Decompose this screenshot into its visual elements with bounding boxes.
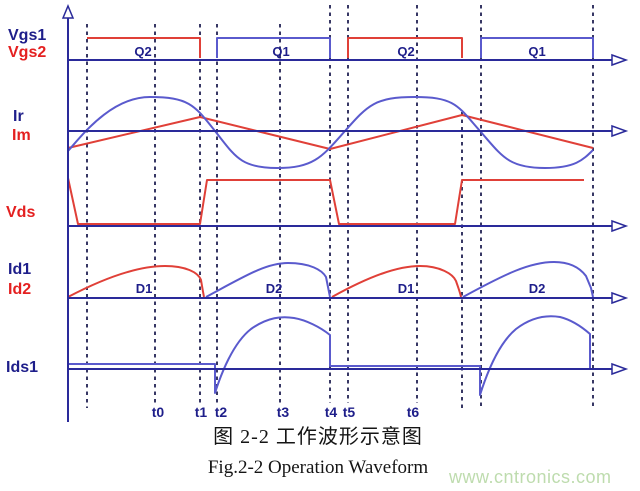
ir-im-axis-arrow-icon xyxy=(611,124,629,138)
figure-caption-english: Fig.2-2 Operation Waveform xyxy=(207,457,429,478)
row-label-im: Im xyxy=(12,127,31,144)
watermark-link[interactable]: www.cntronics.com xyxy=(449,467,612,487)
row-label-id2: Id2 xyxy=(8,281,31,298)
time-label-t1: t1 xyxy=(195,404,208,420)
ids1-axis-arrow-icon xyxy=(611,362,629,376)
id1-waveform xyxy=(205,261,594,298)
ir-waveform xyxy=(67,96,594,169)
id-axis-arrow-icon xyxy=(611,291,629,305)
interval-label-d1: D1 xyxy=(136,281,153,296)
row-label-vgs2: Vgs2 xyxy=(8,44,46,61)
figure-caption-chinese: 图 2-2 工作波形示意图 xyxy=(213,426,423,448)
vertical-axis-arrow-icon xyxy=(61,4,75,19)
interval-label-q1: Q1 xyxy=(528,44,545,59)
vds-axis-arrow-icon xyxy=(611,219,629,233)
time-label-t0: t0 xyxy=(152,404,165,420)
time-label-t5: t5 xyxy=(343,404,356,420)
time-label-t6: t6 xyxy=(407,404,420,420)
ids1-waveform xyxy=(68,315,591,396)
row-label-vgs1: Vgs1 xyxy=(8,27,46,44)
id2-waveform xyxy=(67,265,462,298)
interval-label-q2: Q2 xyxy=(397,44,414,59)
vgs1-waveform xyxy=(216,37,594,58)
row-label-ir: Ir xyxy=(13,108,24,125)
interval-label-d2: D2 xyxy=(529,281,546,296)
interval-label-q1: Q1 xyxy=(272,44,289,59)
vgs-axis-arrow-icon xyxy=(611,53,629,67)
interval-label-q2: Q2 xyxy=(134,44,151,59)
row-label-ids1: Ids1 xyxy=(6,359,38,376)
row-label-vds: Vds xyxy=(6,204,35,221)
time-label-t4: t4 xyxy=(325,404,338,420)
time-label-t2: t2 xyxy=(215,404,228,420)
interval-label-d1: D1 xyxy=(398,281,415,296)
time-label-t3: t3 xyxy=(277,404,290,420)
vds-waveform xyxy=(67,177,584,225)
row-label-id1: Id1 xyxy=(8,261,31,278)
vgs2-waveform xyxy=(87,37,463,58)
interval-label-d2: D2 xyxy=(266,281,283,296)
